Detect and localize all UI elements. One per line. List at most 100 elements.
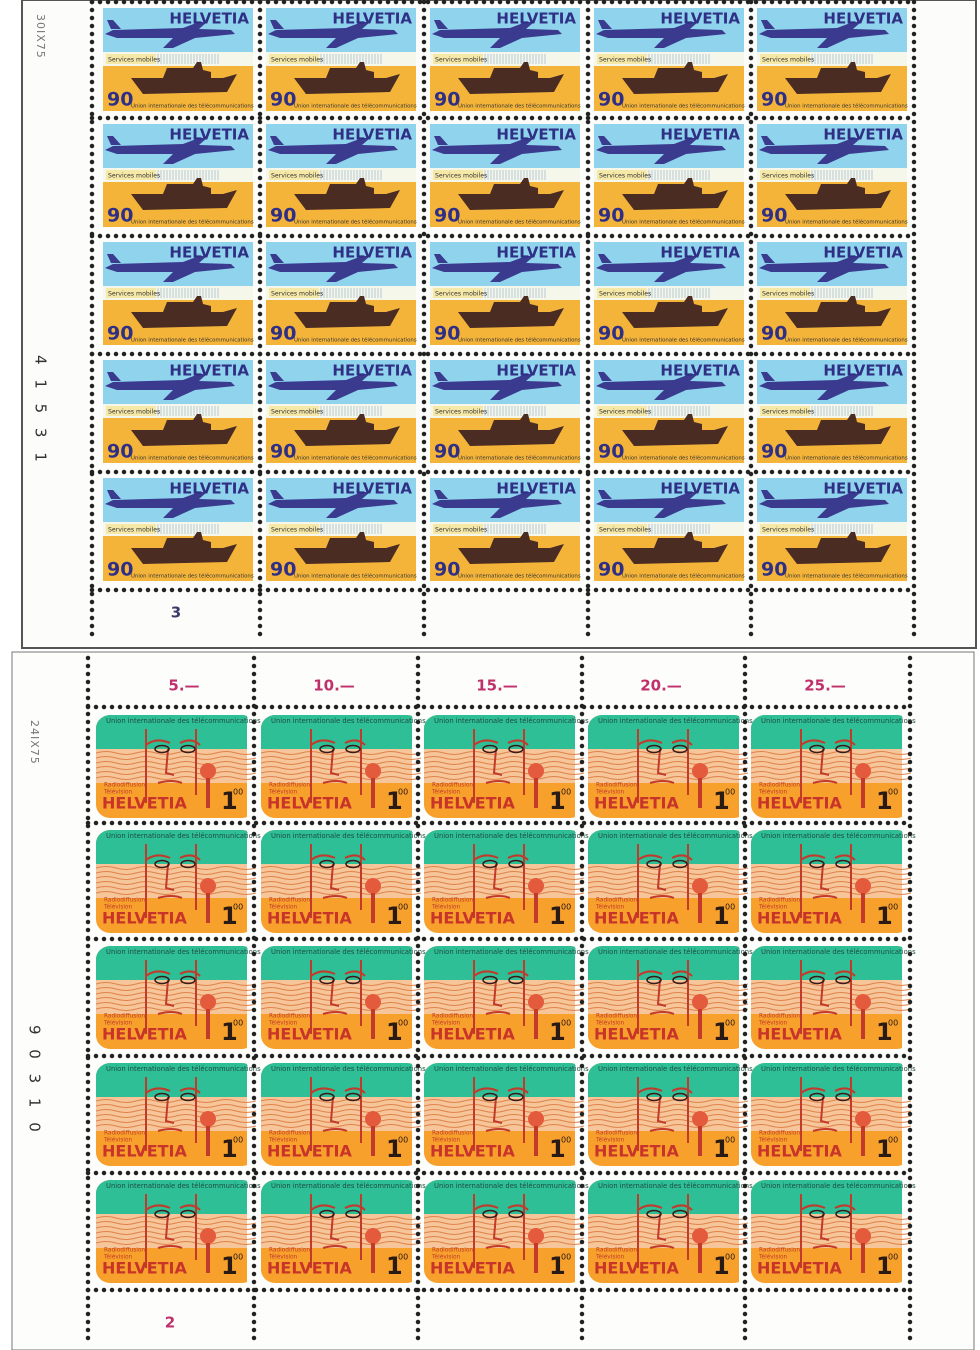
peach-band: [96, 980, 247, 1014]
wave-line: [261, 997, 421, 1001]
caption-1: Radiodiffusion: [104, 1131, 145, 1137]
green-band: [261, 830, 412, 864]
wave-line: [424, 992, 584, 996]
caption-1: Radiodiffusion: [759, 1248, 800, 1254]
eye: [508, 859, 524, 869]
value-cents: 00: [725, 1253, 735, 1262]
issuer: Union internationale des télécommunicati…: [271, 832, 426, 840]
wave-line: [588, 771, 748, 775]
airplane: [268, 254, 398, 282]
issuer: Union internationale des télécommunicati…: [458, 337, 581, 344]
caption: Services mobiles: [271, 173, 323, 180]
green-band: [424, 946, 575, 980]
issuer: Union internationale des télécommunicati…: [106, 1182, 261, 1190]
eye: [672, 744, 688, 754]
caption-2: Télévision: [268, 1137, 298, 1144]
country: HELVETIA: [102, 794, 187, 813]
screen: [751, 946, 911, 1049]
microphone: [855, 878, 871, 894]
peach-band: [751, 1097, 902, 1131]
wave-line: [588, 1216, 748, 1220]
stamp-broadcasting: Union internationale des télécommunicati…: [96, 1063, 261, 1166]
microphone-stand: [534, 1009, 538, 1039]
caption-box: [760, 54, 810, 64]
caption-box: [269, 406, 319, 416]
country: HELVETIA: [332, 244, 412, 262]
stamp-broadcasting: Union internationale des télécommunicati…: [424, 830, 589, 933]
green-band: [261, 946, 412, 980]
value-cents: 00: [725, 788, 735, 797]
face: [310, 960, 366, 1034]
screen: [424, 946, 584, 1049]
issuer: Union internationale des télécommunicati…: [434, 717, 589, 725]
wave-line: [588, 876, 748, 880]
face: [637, 1077, 693, 1151]
wave-line: [96, 982, 256, 986]
issuer: Union internationale des télécommunicati…: [622, 103, 745, 110]
caption-1: Radiodiffusion: [269, 1248, 310, 1254]
screen: [751, 715, 911, 818]
microphone: [692, 1228, 708, 1244]
airplane: [432, 20, 562, 48]
country: HELVETIA: [267, 1142, 352, 1161]
eye: [508, 744, 524, 754]
wave-line: [96, 1114, 256, 1118]
wave-line: [751, 1119, 911, 1123]
wave-line: [751, 1241, 911, 1245]
caption-2: Télévision: [431, 1020, 461, 1027]
peach-band: [261, 749, 412, 783]
value: 1: [386, 1018, 403, 1046]
sheet-number: 2: [165, 1314, 175, 1332]
country: HELVETIA: [823, 480, 903, 498]
eye: [345, 744, 361, 754]
face: [145, 960, 201, 1034]
wave-line: [261, 776, 421, 780]
wave-line: [96, 1104, 256, 1108]
value: 90: [761, 559, 787, 581]
wave-line: [424, 1241, 584, 1245]
country: HELVETIA: [169, 362, 249, 380]
ship: [131, 178, 237, 210]
wave-line: [588, 1104, 748, 1108]
caption-box: [269, 54, 319, 64]
screen: [588, 946, 748, 1049]
screen: [96, 946, 256, 1049]
screen: [261, 1180, 421, 1283]
eye: [180, 975, 196, 985]
eye: [345, 1092, 361, 1102]
eye: [180, 1209, 196, 1219]
wave-line: [96, 992, 256, 996]
control-number: 4 1 5 3 1: [32, 355, 50, 467]
wave-line: [96, 1221, 256, 1225]
screen: [96, 1063, 256, 1166]
face: [800, 1194, 856, 1268]
wave-line: [96, 871, 256, 875]
wave-line: [261, 1241, 421, 1245]
ship: [622, 532, 728, 564]
green-band: [588, 946, 739, 980]
wave-line: [588, 886, 748, 890]
value: 1: [713, 787, 730, 815]
country: HELVETIA: [594, 1142, 679, 1161]
ship: [294, 62, 400, 94]
ship: [785, 414, 891, 446]
wave-line: [261, 987, 421, 991]
value: 1: [221, 1135, 238, 1163]
caption-box: [433, 170, 483, 180]
country: HELVETIA: [267, 1025, 352, 1044]
microphone: [365, 878, 381, 894]
wave-line: [261, 1007, 421, 1011]
stamp-broadcasting: Union internationale des télécommunicati…: [588, 830, 753, 933]
value: 90: [761, 89, 787, 111]
green-band: [261, 1180, 412, 1214]
wave-line: [261, 1231, 421, 1235]
microphone-stand: [698, 778, 702, 808]
value-cents: 00: [888, 1136, 898, 1145]
peach-band: [261, 864, 412, 898]
value: 1: [221, 1018, 238, 1046]
wave-line: [424, 871, 584, 875]
face: [637, 729, 693, 803]
